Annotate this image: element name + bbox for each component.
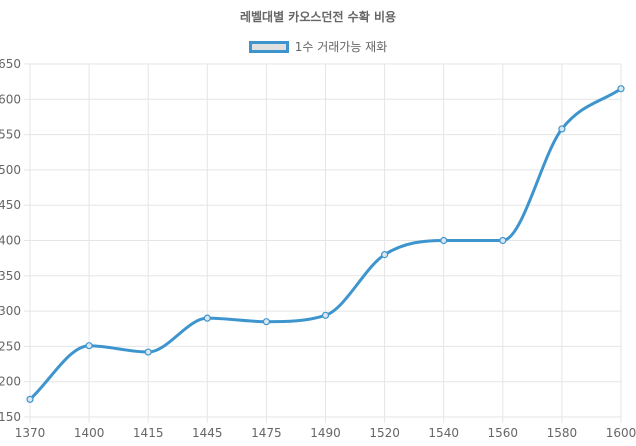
x-tick-label: 1580 [547, 426, 578, 440]
tick-labels: 150 200 250 300 350 400 450 500 550 600 650 1370 140… [0, 57, 636, 440]
data-point [262, 318, 270, 326]
y-tick-label: 250 [0, 339, 21, 353]
data-point [617, 85, 625, 93]
x-tick-label: 1400 [74, 426, 105, 440]
x-tick-label: 1540 [428, 426, 459, 440]
x-tick-label: 1370 [15, 426, 46, 440]
legend-swatch [248, 40, 289, 53]
y-tick-label: 650 [0, 57, 21, 71]
data-point [321, 311, 330, 319]
grid-layer [24, 63, 622, 423]
y-tick-label: 150 [0, 410, 21, 424]
y-tick-label: 550 [0, 128, 21, 142]
y-tick-label: 200 [0, 375, 21, 389]
data-point [85, 342, 93, 350]
x-tick-label: 1415 [133, 426, 164, 440]
x-tick-label: 1445 [192, 426, 223, 440]
x-tick-label: 1600 [606, 426, 636, 440]
y-tick-label: 600 [0, 92, 21, 106]
data-point [499, 236, 507, 245]
data-point [144, 348, 152, 356]
data-point [558, 125, 566, 133]
y-tick-label: 450 [0, 198, 21, 212]
data-point [203, 314, 211, 322]
y-tick-label: 350 [0, 269, 21, 283]
legend[interactable]: 1수 거래가능 재화 [0, 38, 636, 55]
x-tick-label: 1490 [310, 426, 341, 440]
legend-label: 1수 거래가능 재화 [294, 40, 388, 54]
data-point [26, 395, 34, 403]
y-tick-label: 500 [0, 163, 21, 177]
data-point [381, 251, 389, 259]
x-tick-label: 1520 [369, 426, 400, 440]
y-tick-label: 400 [0, 234, 21, 248]
chart-title: 레벨대별 카오스던전 수확 비용 [239, 10, 397, 24]
series-line [28, 87, 622, 401]
data-points [26, 85, 625, 403]
data-point [440, 236, 448, 245]
x-tick-label: 1560 [488, 426, 519, 440]
y-tick-label: 300 [0, 304, 21, 318]
x-tick-label: 1475 [251, 426, 282, 440]
